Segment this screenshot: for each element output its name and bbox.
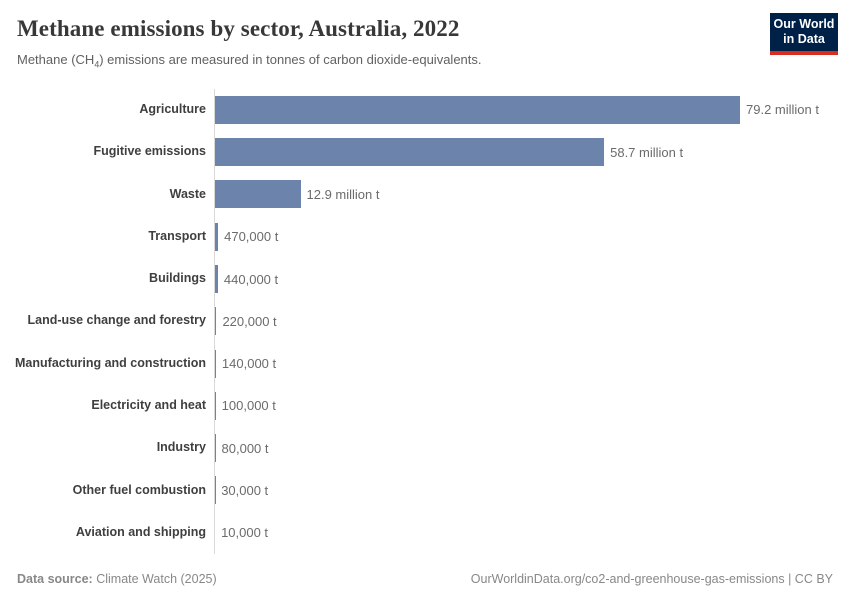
category-label: Agriculture bbox=[139, 101, 206, 116]
chart-row: Manufacturing and construction 140,000 t bbox=[0, 342, 850, 385]
chart-row: Agriculture 79.2 million t bbox=[0, 88, 850, 131]
value-label: 140,000 t bbox=[221, 356, 277, 372]
chart-row: Industry 80,000 t bbox=[0, 427, 850, 470]
value-label: 12.9 million t bbox=[306, 186, 380, 202]
bar[interactable] bbox=[215, 138, 605, 167]
owid-logo: Our World in Data bbox=[770, 13, 838, 55]
category-label: Fugitive emissions bbox=[93, 144, 206, 159]
subtitle-prefix: Methane (CH bbox=[17, 51, 95, 67]
category-label: Industry bbox=[156, 440, 206, 455]
bar-chart: Agriculture 79.2 million t Fugitive emissi… bbox=[0, 88, 850, 554]
bar-plot-area: 30,000 t bbox=[214, 469, 850, 512]
chart-row: Electricity and heat 100,000 t bbox=[0, 384, 850, 428]
bar-plot-area: 12.9 million t bbox=[214, 173, 850, 216]
value-label: 79.2 million t bbox=[746, 102, 819, 118]
attribution-note: OurWorldinData.org/co2-and-greenhouse-ga… bbox=[470, 572, 833, 586]
data-source-label: Data source: bbox=[17, 572, 93, 586]
value-label: 10,000 t bbox=[221, 525, 269, 541]
bar[interactable] bbox=[215, 307, 217, 336]
owid-logo-line1: Our World bbox=[773, 17, 835, 31]
value-label: 30,000 t bbox=[221, 482, 269, 498]
value-label: 100,000 t bbox=[221, 398, 276, 414]
category-label: Manufacturing and construction bbox=[15, 355, 206, 370]
owid-logo-line2: in Data bbox=[783, 32, 825, 47]
bar[interactable] bbox=[215, 222, 219, 251]
chart-row: Aviation and shipping 10,000 t bbox=[0, 511, 850, 554]
bar-plot-area: 80,000 t bbox=[214, 427, 850, 470]
bar-plot-area: 470,000 t bbox=[214, 215, 850, 258]
chart-row: Buildings 440,000 t bbox=[0, 257, 850, 301]
bar-plot-area: 140,000 t bbox=[214, 342, 850, 385]
bar-plot-area: 440,000 t bbox=[214, 257, 850, 301]
category-label: Land-use change and forestry bbox=[27, 313, 206, 328]
bar[interactable] bbox=[215, 391, 216, 420]
value-label: 80,000 t bbox=[221, 440, 269, 456]
bar-plot-area: 100,000 t bbox=[214, 384, 850, 428]
chart-row: Land-use change and forestry 220,000 t bbox=[0, 300, 850, 343]
data-source-value: Climate Watch (2025) bbox=[96, 572, 217, 586]
category-label: Buildings bbox=[149, 271, 206, 286]
category-label: Other fuel combustion bbox=[72, 482, 206, 497]
chart-footer: Data source: Climate Watch (2025) OurWor… bbox=[17, 572, 833, 586]
bar[interactable] bbox=[215, 349, 216, 378]
subtitle-suffix: ) emissions are measured in tonnes of ca… bbox=[99, 51, 482, 67]
bar-plot-area: 10,000 t bbox=[214, 511, 850, 554]
chart-row: Transport 470,000 t bbox=[0, 215, 850, 258]
chart-row: Fugitive emissions 58.7 million t bbox=[0, 130, 850, 174]
chart-header: Methane emissions by sector, Australia, … bbox=[0, 0, 850, 71]
bar[interactable] bbox=[215, 180, 301, 209]
chart-subtitle: Methane (CH4) emissions are measured in … bbox=[17, 52, 833, 71]
category-label: Aviation and shipping bbox=[75, 524, 206, 539]
value-label: 470,000 t bbox=[224, 229, 279, 245]
bar[interactable] bbox=[215, 95, 740, 124]
value-label: 58.7 million t bbox=[610, 144, 684, 160]
subtitle-subscript: 4 bbox=[94, 59, 100, 70]
bar[interactable] bbox=[215, 434, 216, 463]
chart-title: Methane emissions by sector, Australia, … bbox=[17, 16, 460, 41]
data-source-note: Data source: Climate Watch (2025) bbox=[17, 572, 217, 586]
category-label: Electricity and heat bbox=[91, 398, 206, 413]
chart-row: Other fuel combustion 30,000 t bbox=[0, 469, 850, 512]
value-label: 220,000 t bbox=[222, 313, 277, 329]
bar-plot-area: 58.7 million t bbox=[214, 130, 850, 174]
value-label: 440,000 t bbox=[223, 271, 279, 287]
chart-row: Waste 12.9 million t bbox=[0, 173, 850, 216]
bar-plot-area: 79.2 million t bbox=[214, 88, 850, 131]
category-label: Waste bbox=[169, 186, 206, 201]
bar[interactable] bbox=[215, 265, 218, 293]
category-label: Transport bbox=[148, 228, 206, 243]
bar-plot-area: 220,000 t bbox=[214, 300, 850, 343]
